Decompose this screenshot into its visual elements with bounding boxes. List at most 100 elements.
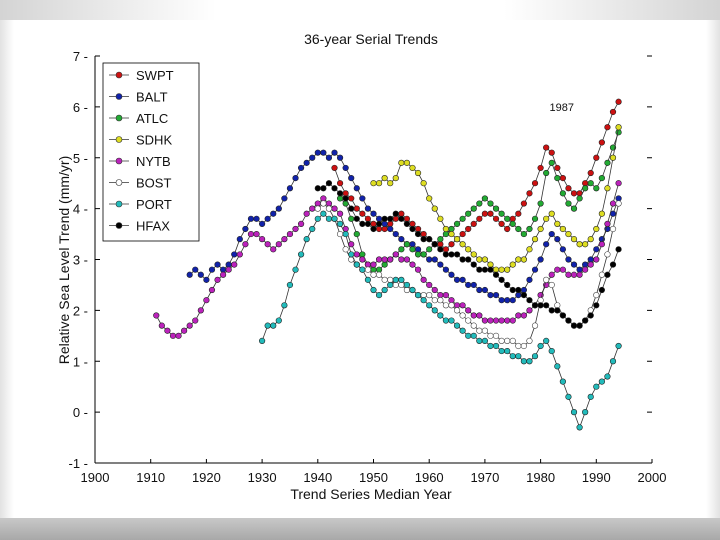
data-point-atlc bbox=[509, 220, 516, 227]
data-point-swpt bbox=[504, 225, 511, 233]
data-point-nytb bbox=[515, 312, 522, 319]
data-point-balt bbox=[292, 175, 299, 182]
data-point-nytb bbox=[175, 332, 182, 339]
data-point-swpt bbox=[387, 220, 394, 227]
y-tick-label: 4 - bbox=[73, 202, 88, 217]
legend-marker-bost bbox=[115, 179, 123, 186]
data-point-swpt bbox=[359, 210, 366, 217]
data-point-bost bbox=[498, 337, 505, 345]
data-point-hfax bbox=[348, 205, 355, 212]
data-point-nytb bbox=[192, 317, 199, 324]
data-point-bost bbox=[615, 200, 622, 207]
data-point-swpt bbox=[515, 210, 522, 217]
data-point-port bbox=[615, 342, 622, 350]
data-point-balt bbox=[253, 215, 260, 222]
data-point-atlc bbox=[598, 175, 605, 182]
data-point-balt bbox=[325, 154, 333, 161]
data-point-balt bbox=[370, 210, 377, 217]
data-point-hfax bbox=[487, 266, 494, 273]
data-point-hfax bbox=[543, 302, 550, 309]
data-point-port bbox=[292, 266, 299, 273]
data-point-bost bbox=[548, 281, 555, 289]
data-point-port bbox=[520, 358, 527, 365]
data-point-balt bbox=[470, 281, 477, 289]
data-point-atlc bbox=[414, 251, 422, 258]
data-point-nytb bbox=[453, 302, 461, 309]
data-point-hfax bbox=[403, 220, 411, 227]
data-point-sdhk bbox=[403, 159, 411, 166]
data-point-atlc bbox=[531, 215, 539, 222]
data-point-balt bbox=[587, 256, 594, 263]
data-point-port bbox=[481, 337, 489, 345]
data-point-bost bbox=[537, 297, 544, 304]
data-point-sdhk bbox=[476, 256, 483, 263]
data-point-balt bbox=[364, 205, 372, 212]
data-point-port bbox=[392, 276, 399, 283]
data-point-port bbox=[353, 261, 360, 268]
data-point-balt bbox=[453, 276, 461, 283]
annotation-label: 1987 bbox=[550, 102, 574, 114]
data-point-hfax bbox=[481, 266, 489, 273]
legend-label-port: PORT bbox=[136, 197, 172, 212]
data-point-atlc bbox=[381, 261, 388, 268]
data-point-swpt bbox=[559, 175, 566, 182]
data-point-swpt bbox=[414, 225, 422, 233]
data-point-nytb bbox=[548, 271, 555, 278]
legend-label-bost: BOST bbox=[136, 176, 171, 191]
data-point-swpt bbox=[481, 210, 489, 217]
data-point-atlc bbox=[481, 195, 489, 202]
data-point-hfax bbox=[448, 251, 455, 258]
data-point-port bbox=[598, 378, 605, 385]
data-point-hfax bbox=[331, 185, 338, 192]
data-point-atlc bbox=[559, 190, 566, 197]
data-point-swpt bbox=[364, 215, 372, 222]
data-point-nytb bbox=[492, 317, 500, 324]
data-point-balt bbox=[476, 286, 483, 294]
data-point-swpt bbox=[587, 169, 594, 177]
data-point-bost bbox=[609, 225, 617, 233]
legend-label-atlc: ATLC bbox=[136, 111, 168, 126]
legend-marker-atlc bbox=[115, 114, 123, 122]
data-point-balt bbox=[225, 261, 232, 268]
data-point-atlc bbox=[476, 200, 483, 207]
data-point-swpt bbox=[392, 215, 399, 222]
data-point-bost bbox=[465, 317, 472, 324]
data-point-hfax bbox=[615, 246, 622, 253]
data-point-swpt bbox=[348, 195, 355, 202]
data-point-balt bbox=[492, 292, 500, 299]
data-point-nytb bbox=[476, 312, 483, 319]
data-point-bost bbox=[526, 337, 533, 345]
data-point-port bbox=[309, 225, 316, 233]
data-point-atlc bbox=[526, 225, 533, 233]
data-point-hfax bbox=[509, 286, 516, 294]
data-point-nytb bbox=[604, 220, 611, 227]
data-point-port bbox=[453, 322, 461, 329]
data-point-nytb bbox=[231, 261, 238, 268]
data-point-nytb bbox=[520, 312, 527, 319]
data-point-nytb bbox=[481, 317, 489, 324]
data-point-balt bbox=[392, 230, 399, 238]
data-point-port bbox=[381, 286, 388, 294]
data-point-hfax bbox=[548, 307, 555, 314]
data-point-balt bbox=[437, 261, 444, 268]
data-point-port bbox=[437, 312, 444, 319]
data-point-nytb bbox=[615, 180, 622, 187]
data-point-nytb bbox=[270, 246, 277, 253]
data-point-swpt bbox=[375, 225, 383, 233]
legend-label-swpt: SWPT bbox=[136, 68, 174, 83]
data-point-hfax bbox=[520, 292, 527, 299]
data-point-atlc bbox=[515, 225, 522, 233]
data-point-swpt bbox=[470, 220, 477, 227]
data-point-nytb bbox=[398, 256, 405, 263]
data-point-nytb bbox=[437, 292, 444, 299]
data-point-bost bbox=[403, 286, 411, 294]
data-point-hfax bbox=[364, 220, 372, 227]
data-point-port bbox=[570, 409, 578, 416]
data-point-port bbox=[531, 353, 539, 360]
data-point-port bbox=[359, 266, 366, 273]
data-point-balt bbox=[398, 236, 405, 243]
y-tick-label: -1 - bbox=[69, 456, 89, 471]
data-point-hfax bbox=[498, 276, 505, 283]
x-tick-label: 1950 bbox=[359, 470, 388, 485]
data-point-balt bbox=[270, 210, 277, 217]
